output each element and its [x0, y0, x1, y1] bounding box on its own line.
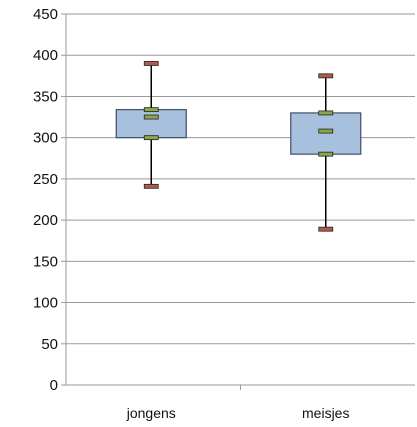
- y-tick-label: 0: [50, 377, 58, 394]
- y-tick-label: 50: [41, 336, 58, 353]
- y-tick-label: 400: [33, 47, 58, 64]
- y-tick-label: 350: [33, 88, 58, 105]
- y-tick-label: 200: [33, 212, 58, 229]
- median-marker: [318, 128, 334, 134]
- x-axis-category-labels: jongens meisjes: [126, 405, 350, 421]
- y-tick-label: 250: [33, 171, 58, 188]
- q3-marker: [318, 110, 334, 116]
- gridlines: [66, 13, 415, 345]
- min-marker: [143, 183, 159, 189]
- median-marker: [143, 114, 159, 120]
- q1-marker: [318, 151, 334, 157]
- min-marker: [318, 226, 334, 232]
- y-tick-label: 300: [33, 130, 58, 147]
- box-jongens: [115, 61, 187, 189]
- y-tick-label: 100: [33, 295, 58, 312]
- max-marker: [143, 61, 159, 66]
- box-meisjes: [290, 73, 362, 232]
- axes: [61, 13, 415, 390]
- y-tick-label: 150: [33, 253, 58, 270]
- q3-marker: [143, 107, 159, 113]
- x-category-label: meisjes: [302, 405, 349, 421]
- y-axis-tick-labels: 0 50 100 150 200 250 300 350 400 450: [33, 6, 58, 394]
- iqr-box: [115, 109, 187, 139]
- iqr-box: [290, 112, 362, 155]
- boxes: [115, 61, 362, 232]
- max-marker: [318, 73, 334, 79]
- y-tick-label: 450: [33, 6, 58, 23]
- q1-marker: [143, 135, 159, 141]
- x-category-label: jongens: [126, 405, 176, 421]
